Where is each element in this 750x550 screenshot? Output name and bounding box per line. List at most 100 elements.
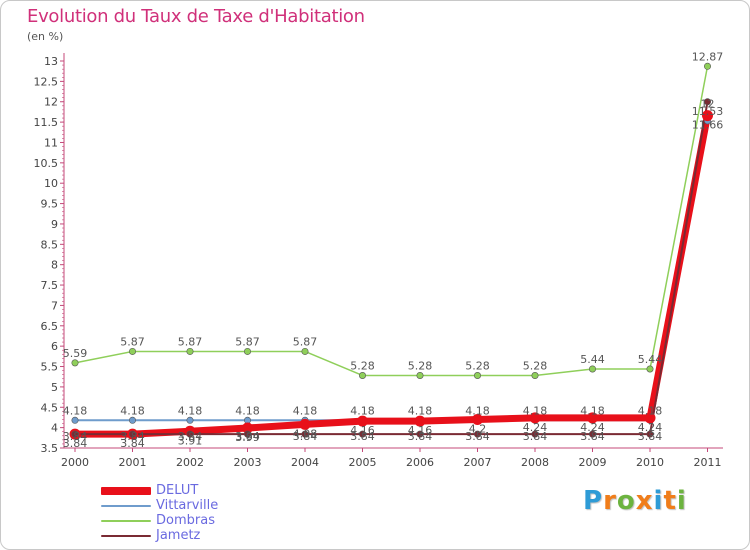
data-label-vittarville: 4.18 [638,404,663,417]
y-tick-label: 10.5 [34,157,59,170]
data-point-dombras [473,371,481,379]
y-tick-label: 13 [44,55,58,68]
x-tick-label: 2003 [234,456,262,469]
x-tick-label: 2004 [291,456,319,469]
data-point-vittarville [129,416,137,424]
data-label-delut: 11.66 [692,119,724,132]
data-point-delut [472,413,483,425]
data-label-jametz: 3.84 [638,430,663,443]
y-tick-label: 7 [51,299,58,312]
x-tick-label: 2002 [176,456,204,469]
legend-label: Jametz [156,528,201,543]
data-label-delut: 4.16 [408,424,433,437]
data-label-vittarville: 4.18 [523,404,548,417]
data-label-dombras: 5.28 [350,359,375,372]
data-point-vittarville [71,416,79,424]
legend-item-delut: DELUT [101,483,361,499]
data-point-delut [242,422,253,434]
y-tick-label: 8.5 [41,238,59,251]
data-point-delut [644,412,656,424]
legend-label: Vittarville [156,498,219,513]
data-label-dombras: 5.28 [465,359,490,372]
x-tick-label: 2007 [464,456,492,469]
data-point-delut [587,412,598,424]
data-point-jametz [416,430,424,438]
y-tick-label: 5.5 [41,361,59,374]
data-label-dombras: 5.87 [235,335,260,348]
y-tick-label: 5 [51,381,58,394]
data-label-vittarville: 4.18 [235,404,260,417]
series-line-jametz [75,101,709,436]
data-label-delut: 3.84 [63,437,88,450]
data-label-vittarville: 4.18 [350,404,375,417]
chart-unit: (en %) [27,30,64,43]
data-label-dombras: 5.59 [63,347,88,360]
data-label-dombras: 5.28 [408,359,433,372]
data-label-jametz: 12 [701,98,715,111]
data-point-jametz [129,430,137,438]
legend-item-jametz: Jametz [101,528,361,544]
data-label-jametz: 3.84 [293,430,318,443]
x-tick-label: 2000 [61,456,89,469]
proxiti-logo: Proxiti [583,486,687,516]
x-tick-label: 2008 [521,456,549,469]
series-line-delut [75,114,711,438]
data-point-dombras [588,365,596,373]
legend-swatch [101,505,151,507]
x-tick-label: 2001 [119,456,147,469]
data-label-dombras: 5.87 [120,335,145,348]
x-tick-label: 2009 [579,456,607,469]
y-tick-label: 4 [51,422,58,435]
y-tick-label: 6.5 [41,320,59,333]
data-label-vittarville: 11.53 [692,105,724,118]
y-tick-label: 9 [51,218,58,231]
data-point-jametz [646,430,654,438]
legend-label: DELUT [156,483,199,498]
y-tick-label: 7.5 [41,279,59,292]
data-label-jametz: 3.84 [408,430,433,443]
data-point-dombras [301,347,309,355]
data-point-delut [299,418,311,430]
legend-item-vittarville: Vittarville [101,498,361,514]
data-point-vittarville [186,416,194,424]
x-tick-label: 2006 [406,456,434,469]
data-point-delut [414,415,426,427]
data-point-jametz [473,430,481,438]
y-tick-label: 8 [51,259,58,272]
legend-label: Dombras [156,513,215,528]
data-label-vittarville: 4.18 [465,404,490,417]
y-tick-label: 6 [51,340,58,353]
y-tick-label: 12.5 [34,75,59,88]
data-point-jametz [71,430,79,438]
data-label-delut: 3.84 [120,437,145,450]
data-label-vittarville: 4.18 [293,404,318,417]
y-tick-label: 11.5 [34,116,59,129]
data-point-dombras [71,359,79,367]
data-label-vittarville: 4.18 [120,404,145,417]
y-tick-label: 11 [44,136,58,149]
legend-swatch [101,487,151,495]
y-tick-label: 4.5 [41,401,59,414]
y-tick-label: 12 [44,96,58,109]
legend-swatch [101,535,151,537]
data-point-jametz [301,430,309,438]
data-label-delut: 4.24 [638,421,663,434]
data-point-dombras [646,365,654,373]
data-point-dombras [244,347,252,355]
x-tick-label: 2010 [636,456,664,469]
data-label-jametz: 3.84 [63,430,88,443]
data-label-delut: 4.08 [293,427,318,440]
data-point-dombras [358,371,366,379]
series-line-dombras [74,66,709,377]
data-label-delut: 3.91 [178,434,203,447]
data-label-delut: 4.24 [580,421,605,434]
data-label-delut: 4.24 [523,421,548,434]
x-tick-label: 2005 [349,456,377,469]
data-point-dombras [703,62,711,70]
y-tick-label: 3.5 [41,442,59,455]
data-point-dombras [129,347,137,355]
data-point-dombras [531,371,539,379]
y-tick-label: 10 [44,177,58,190]
